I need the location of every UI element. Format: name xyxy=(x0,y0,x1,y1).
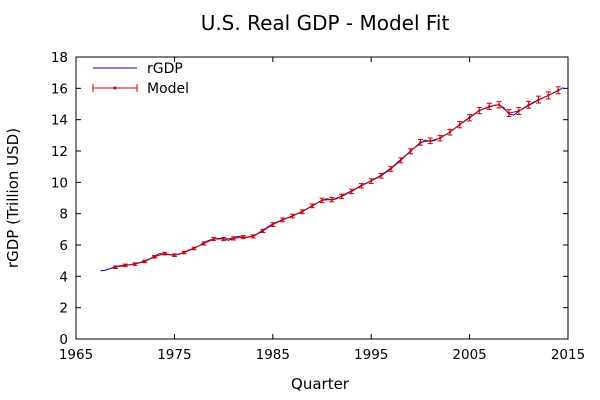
model-errorbar-point xyxy=(112,265,118,269)
model-errorbar-point xyxy=(358,183,364,189)
series-line-rgdp xyxy=(100,87,564,272)
y-tick-label: 14 xyxy=(51,113,68,129)
model-errorbar-point xyxy=(191,246,197,251)
model-errorbar-point xyxy=(398,157,404,164)
model-errorbar-point xyxy=(457,121,463,129)
y-tick-label: 4 xyxy=(59,269,68,285)
model-errorbar-point xyxy=(427,137,433,145)
x-tick-label: 1965 xyxy=(59,347,93,363)
y-axis-label: rGDP (Trillion USD) xyxy=(4,128,22,268)
model-errorbar-point xyxy=(476,106,482,115)
model-errorbar-point xyxy=(526,100,532,109)
x-tick-label: 1995 xyxy=(354,347,388,363)
model-errorbar-point xyxy=(378,172,384,179)
y-tick-label: 6 xyxy=(59,238,68,254)
model-errorbar-point xyxy=(516,107,522,115)
model-errorbar-point xyxy=(417,139,423,146)
model-errorbar-point xyxy=(221,236,227,242)
model-errorbar-point xyxy=(368,178,374,184)
model-errorbar-point xyxy=(408,148,414,155)
x-tick-label: 2015 xyxy=(551,347,585,363)
legend: rGDP Model xyxy=(92,61,189,97)
model-errorbar-point xyxy=(486,102,492,110)
model-errorbar-point xyxy=(211,236,217,242)
model-errorbar-point xyxy=(506,109,512,118)
plot-frame xyxy=(75,56,569,340)
model-errorbar-point xyxy=(496,101,502,109)
model-errorbar-point xyxy=(250,234,256,239)
y-tick-label: 0 xyxy=(59,332,68,348)
model-errorbar-point xyxy=(388,166,394,172)
model-errorbar-point xyxy=(260,228,266,233)
x-tick-label: 2005 xyxy=(452,347,486,363)
chart-title: U.S. Real GDP - Model Fit xyxy=(201,11,450,35)
legend-label: Model xyxy=(147,81,189,97)
model-errorbar-point xyxy=(230,236,236,241)
y-tick-label: 12 xyxy=(51,144,68,160)
legend-item-rgdp: rGDP xyxy=(93,61,183,77)
model-errorbar-point xyxy=(142,259,148,264)
y-tick-label: 8 xyxy=(59,207,68,223)
series-layer xyxy=(100,86,564,272)
y-tick-label: 2 xyxy=(59,301,68,317)
legend-label: rGDP xyxy=(147,61,183,77)
legend-item-model: Model xyxy=(92,81,189,97)
y-tick-label: 16 xyxy=(51,81,68,97)
model-errorbar-point xyxy=(240,235,246,240)
model-errorbar-point xyxy=(162,251,168,256)
y-tick-label: 10 xyxy=(51,175,68,191)
model-errorbar-point xyxy=(467,114,473,122)
model-errorbar-point xyxy=(349,188,355,195)
x-tick-label: 1985 xyxy=(256,347,290,363)
model-errorbar-point xyxy=(122,263,128,268)
series-line-model xyxy=(115,89,559,268)
model-errorbar-point xyxy=(319,197,325,204)
model-errorbar-point xyxy=(437,134,443,142)
model-errorbar-point xyxy=(289,213,295,219)
model-errorbar-point xyxy=(329,196,335,203)
model-errorbar-point xyxy=(447,128,453,136)
model-errorbar-point xyxy=(152,254,158,259)
model-errorbar-point xyxy=(339,193,345,200)
model-errorbar-point xyxy=(171,253,177,257)
model-errorbar-point xyxy=(201,241,207,246)
model-errorbar-point xyxy=(535,95,541,104)
model-errorbar-point xyxy=(270,222,276,228)
model-errorbar-point xyxy=(181,250,187,255)
model-errorbar-point xyxy=(280,217,286,223)
model-errorbar-point xyxy=(299,209,305,215)
x-axis-label: Quarter xyxy=(291,375,350,393)
y-tick-label: 18 xyxy=(51,50,68,66)
axis-ticks: 1965 1975 1985 1995 2005 2015 0 2 4 6 8 10 12 14 16 18 xyxy=(51,50,585,363)
model-errorbar-point xyxy=(132,262,138,266)
model-errorbar-point xyxy=(309,203,315,209)
model-errorbar-point xyxy=(545,91,551,100)
model-errorbar-point xyxy=(555,86,561,95)
x-tick-label: 1975 xyxy=(157,347,191,363)
